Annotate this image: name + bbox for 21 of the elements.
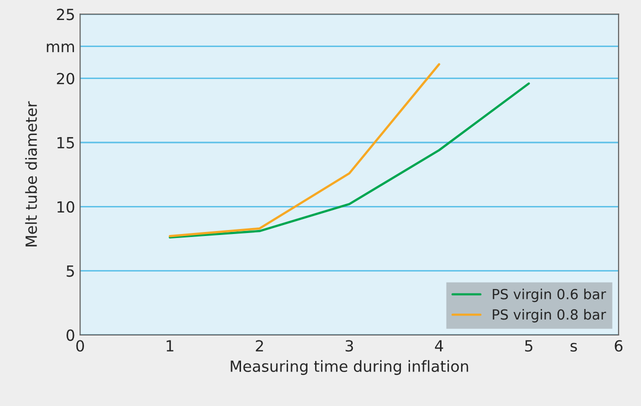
x-tick-label: 3 bbox=[346, 340, 353, 352]
y-tick-label: 0 bbox=[66, 329, 74, 341]
legend-label: PS virgin 0.8 bar bbox=[492, 309, 606, 322]
y-tick-label: 20 bbox=[56, 72, 74, 84]
x-tick-label: 5 bbox=[525, 340, 532, 352]
y-axis-title: Melt tube diameter bbox=[25, 101, 37, 246]
x-tick-label: 6 bbox=[614, 340, 622, 352]
legend-label: PS virgin 0.6 bar bbox=[492, 288, 606, 302]
x-tick-label: 4 bbox=[434, 340, 444, 352]
x-tick-label: s bbox=[570, 342, 577, 352]
y-tick-label: 15 bbox=[58, 137, 74, 149]
y-tick-label: 10 bbox=[58, 201, 74, 213]
y-tick-label: 25 bbox=[56, 8, 74, 20]
x-axis-title: Measuring time during inflation bbox=[230, 360, 468, 375]
x-tick-label: 0 bbox=[76, 340, 84, 352]
y-tick-label: mm bbox=[46, 44, 74, 52]
line-series bbox=[168, 63, 440, 238]
y-tick-label: 5 bbox=[66, 265, 74, 277]
x-tick-label: 1 bbox=[166, 340, 174, 352]
line-series bbox=[168, 82, 530, 239]
x-tick-label: 2 bbox=[256, 340, 263, 352]
